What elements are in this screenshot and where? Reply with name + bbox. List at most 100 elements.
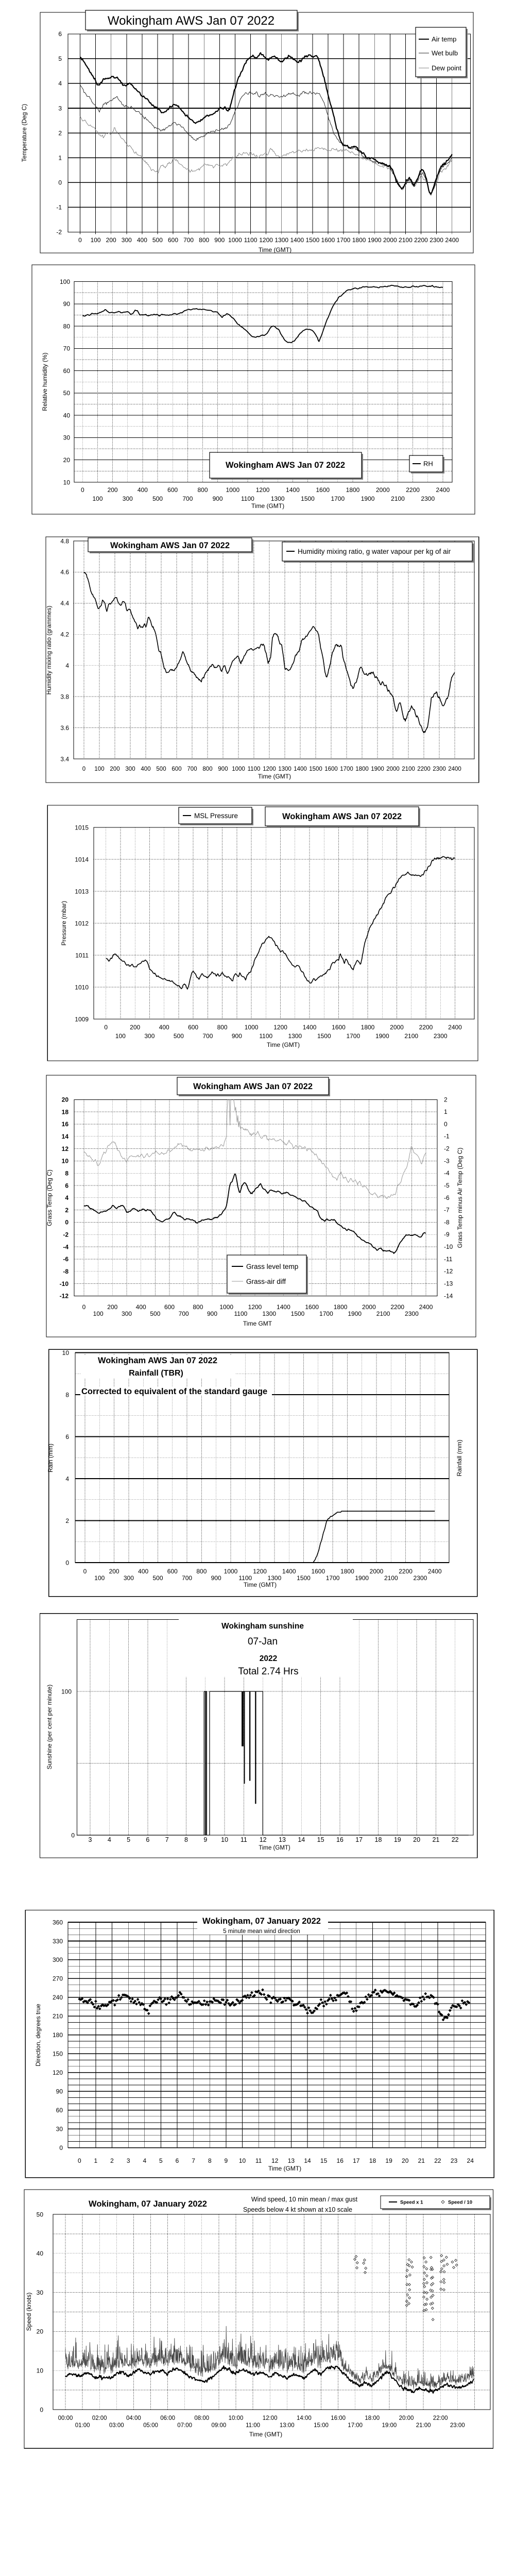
svg-text:1700: 1700: [340, 766, 353, 772]
svg-text:1900: 1900: [361, 495, 375, 502]
svg-text:Speed / 10: Speed / 10: [448, 2200, 472, 2206]
svg-text:1700: 1700: [326, 1574, 340, 1582]
svg-text:700: 700: [179, 1310, 189, 1317]
svg-text:1500: 1500: [297, 1574, 311, 1582]
svg-text:800: 800: [197, 486, 208, 494]
svg-text:-10: -10: [444, 1243, 453, 1250]
svg-text:-13: -13: [444, 1280, 453, 1287]
svg-text:1400: 1400: [294, 766, 307, 772]
svg-text:10: 10: [221, 1836, 228, 1843]
svg-text:-12: -12: [60, 1293, 69, 1300]
svg-text:1014: 1014: [75, 856, 89, 863]
svg-text:1800: 1800: [361, 1024, 375, 1031]
svg-text:1600: 1600: [332, 1024, 346, 1031]
svg-text:3: 3: [127, 2157, 130, 2164]
svg-text:-1: -1: [444, 1133, 450, 1140]
svg-text:Humidity mixing ratio (grammes: Humidity mixing ratio (grammes): [45, 606, 53, 695]
svg-text:Time GMT: Time GMT: [243, 1320, 272, 1327]
svg-text:Speed x 1: Speed x 1: [400, 2200, 423, 2206]
svg-text:1600: 1600: [324, 766, 338, 772]
svg-text:Time (GMT): Time (GMT): [267, 1041, 300, 1048]
svg-text:500: 500: [174, 1032, 184, 1040]
svg-text:Sunshine (per cent per minute): Sunshine (per cent per minute): [46, 1685, 53, 1770]
svg-text:0: 0: [81, 486, 84, 494]
svg-text:Wokingham AWS Jan 07 2022: Wokingham AWS Jan 07 2022: [282, 812, 402, 821]
svg-text:Total 2.74 Hrs: Total 2.74 Hrs: [238, 1666, 298, 1677]
svg-text:2400: 2400: [445, 236, 459, 244]
svg-text:40: 40: [63, 412, 71, 419]
svg-text:-6: -6: [63, 1256, 68, 1263]
svg-text:-5: -5: [444, 1182, 450, 1189]
svg-text:5: 5: [127, 1836, 130, 1843]
svg-text:90: 90: [56, 2088, 63, 2095]
svg-text:700: 700: [187, 766, 197, 772]
svg-text:21: 21: [432, 1836, 439, 1843]
svg-text:300: 300: [122, 236, 132, 244]
svg-text:13: 13: [279, 1836, 286, 1843]
svg-text:2100: 2100: [402, 766, 415, 772]
svg-text:17: 17: [353, 2157, 360, 2164]
svg-text:11:00: 11:00: [246, 2422, 260, 2429]
svg-text:18: 18: [62, 1108, 69, 1115]
svg-text:2000: 2000: [383, 236, 397, 244]
svg-text:2000: 2000: [362, 1303, 376, 1311]
svg-text:300: 300: [125, 766, 135, 772]
svg-text:RH: RH: [423, 460, 433, 468]
svg-text:3.6: 3.6: [60, 724, 69, 732]
svg-text:19: 19: [394, 1836, 401, 1843]
svg-text:Humidity mixing ratio, g water: Humidity mixing ratio, g water vapour pe…: [298, 548, 451, 555]
svg-text:12: 12: [260, 1836, 267, 1843]
svg-text:2: 2: [444, 1096, 448, 1103]
svg-text:0: 0: [65, 1559, 69, 1566]
svg-text:400: 400: [159, 1024, 169, 1031]
svg-text:1300: 1300: [268, 1574, 282, 1582]
svg-text:100: 100: [92, 495, 102, 502]
svg-text:60: 60: [63, 367, 71, 375]
svg-text:1600: 1600: [305, 1303, 319, 1311]
svg-text:1300: 1300: [288, 1032, 302, 1040]
svg-text:1200: 1200: [263, 766, 276, 772]
svg-text:4: 4: [65, 1475, 69, 1482]
svg-text:180: 180: [53, 2031, 63, 2039]
svg-text:1200: 1200: [253, 1568, 267, 1575]
svg-text:1100: 1100: [241, 495, 254, 502]
svg-text:12: 12: [62, 1145, 69, 1153]
svg-text:900: 900: [213, 495, 223, 502]
svg-text:Time (GMT): Time (GMT): [249, 2431, 282, 2438]
svg-text:400: 400: [137, 236, 147, 244]
svg-text:200: 200: [108, 486, 118, 494]
svg-text:1500: 1500: [306, 236, 320, 244]
svg-text:0: 0: [71, 1832, 75, 1839]
svg-text:0: 0: [65, 1219, 68, 1226]
svg-text:Direction, degrees true: Direction, degrees true: [35, 2004, 42, 2066]
svg-text:330: 330: [53, 1938, 63, 1945]
svg-text:-14: -14: [444, 1292, 453, 1299]
svg-text:30: 30: [56, 2125, 63, 2132]
svg-text:10: 10: [37, 2367, 44, 2375]
svg-text:90: 90: [63, 300, 71, 308]
svg-text:16: 16: [62, 1121, 69, 1128]
svg-text:1: 1: [94, 2157, 98, 2164]
svg-text:2100: 2100: [376, 1310, 390, 1317]
svg-text:-2: -2: [63, 1231, 68, 1239]
svg-text:1200: 1200: [256, 486, 270, 494]
svg-text:Wet bulb: Wet bulb: [432, 49, 458, 57]
svg-text:500: 500: [152, 495, 163, 502]
svg-text:2200: 2200: [417, 766, 431, 772]
svg-text:100: 100: [93, 1310, 104, 1317]
svg-text:Time (GMT): Time (GMT): [258, 773, 291, 780]
svg-text:700: 700: [183, 236, 194, 244]
svg-text:1300: 1300: [274, 236, 288, 244]
svg-text:-12: -12: [444, 1268, 453, 1275]
svg-text:0: 0: [40, 2406, 43, 2413]
svg-text:1100: 1100: [244, 236, 258, 244]
svg-text:1300: 1300: [271, 495, 285, 502]
svg-text:1013: 1013: [75, 888, 89, 895]
svg-text:04:00: 04:00: [126, 2415, 141, 2421]
svg-text:18: 18: [369, 2157, 376, 2164]
svg-text:50: 50: [37, 2211, 44, 2218]
svg-text:2: 2: [58, 129, 62, 137]
svg-text:400: 400: [138, 1568, 148, 1575]
svg-text:-1: -1: [56, 204, 62, 211]
svg-text:15: 15: [317, 1836, 324, 1843]
